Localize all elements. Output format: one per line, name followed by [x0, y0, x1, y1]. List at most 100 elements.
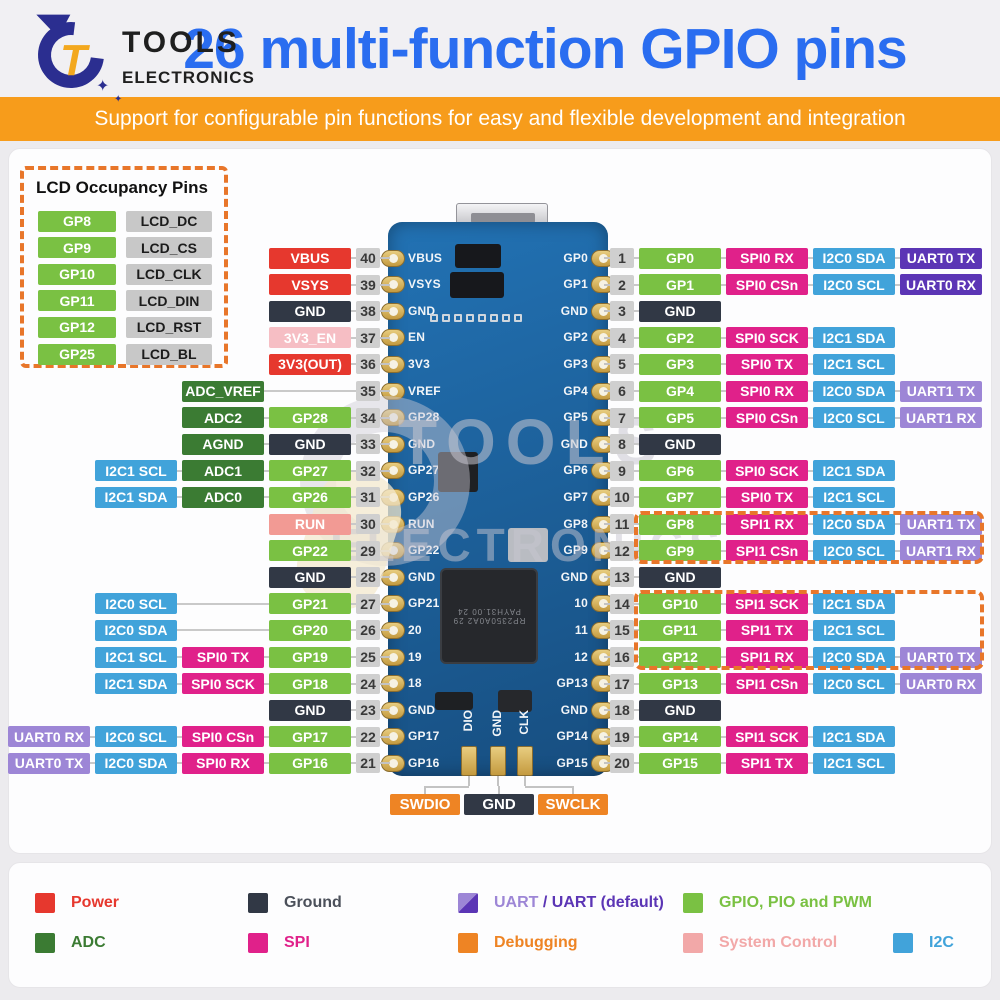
pad-hole	[598, 306, 608, 316]
lcd-gpio-chip-gp11: GP11	[38, 290, 116, 312]
pad-hole	[598, 466, 608, 476]
test-pad	[466, 314, 474, 322]
connector-line	[177, 496, 182, 499]
silkscreen-right-gp13: GP13	[556, 676, 588, 691]
badge-board-line	[378, 390, 390, 392]
connector-line	[177, 735, 182, 738]
pin-row-right-4: 4 GP2 SPI0 SCK I2C1 SDA	[610, 327, 895, 349]
connector-line	[721, 496, 726, 499]
badge-board-line	[604, 735, 612, 738]
pin-number-40: 40	[356, 248, 380, 268]
pin-number-30: 30	[356, 514, 380, 534]
connector-line	[721, 602, 726, 605]
badge-board-line	[604, 310, 612, 313]
pin-chip-uart1-tx: UART1 TX	[900, 380, 982, 402]
connector-line	[808, 629, 813, 632]
debug-pad-dio	[461, 746, 477, 776]
connector-line	[721, 416, 726, 419]
badge-board-line	[378, 283, 390, 286]
pin-number-7: 7	[610, 407, 634, 428]
pin-number-8: 8	[610, 434, 634, 455]
connector-line	[808, 416, 813, 419]
connector-line	[721, 762, 726, 765]
pad-hole	[598, 732, 608, 742]
connector-line	[351, 336, 356, 339]
connector-line	[721, 336, 726, 339]
castellated-pad-right	[591, 355, 615, 373]
connector-line	[721, 549, 726, 552]
pin-number-19: 19	[610, 726, 634, 747]
silkscreen-right-12: 12	[574, 649, 588, 664]
smd-component	[450, 272, 504, 298]
pin-number-34: 34	[356, 407, 380, 428]
pin-chip-gnd: GND	[639, 300, 721, 322]
pad-hole	[598, 705, 608, 715]
debug-trace	[523, 776, 526, 786]
connector-line	[634, 496, 639, 499]
pin-number-25: 25	[356, 647, 380, 667]
connector-line	[634, 363, 639, 366]
pin-chip-uart0-rx: UART0 RX	[900, 274, 982, 296]
castellated-pad-right	[591, 728, 615, 746]
pad-hole	[388, 652, 398, 662]
legend-label: System Control	[719, 934, 838, 951]
pin-chip-gp6: GP6	[639, 460, 721, 482]
test-pad	[514, 314, 522, 322]
pin-row-left-39: VSYS 39	[8, 274, 380, 296]
mcu-marking: RP2350A0A2 29	[452, 616, 526, 625]
pad-hole	[598, 758, 608, 768]
connector-line	[808, 656, 813, 658]
pin-chip-vbus: VBUS	[269, 247, 351, 269]
pin-chip-uart1-rx: UART1 RX	[900, 407, 982, 429]
connector-line	[808, 363, 813, 366]
connector-line	[721, 390, 726, 392]
subtitle-text: Support for configurable pin functions f…	[94, 107, 906, 130]
debug-pad-clk	[516, 746, 533, 776]
badge-board-line	[378, 682, 390, 685]
pin-chip-spi0-csn: SPI0 CSn	[182, 726, 264, 748]
legend-swatch	[248, 893, 268, 913]
pin-chip-gp1: GP1	[639, 274, 721, 296]
pin-chip-gp7: GP7	[639, 486, 721, 508]
silkscreen-left-vsys: VSYS	[408, 277, 441, 292]
pin-chip-uart0-tx: UART0 TX	[900, 247, 982, 269]
pin-chip-gp12: GP12	[639, 646, 721, 668]
badge-board-line	[378, 310, 390, 313]
silkscreen-left-20: 20	[408, 622, 422, 637]
pin-number-24: 24	[356, 673, 380, 694]
connector-line	[721, 257, 726, 259]
smd-component	[508, 528, 548, 562]
legend-label: UART / UART (default)	[494, 894, 664, 912]
pin-chip-3v3-en: 3V3_EN	[269, 327, 351, 349]
pin-chip-3v3-out: 3V3(OUT)	[269, 353, 351, 375]
pin-row-left-27: I2C0 SCL GP21 27	[8, 593, 380, 615]
pcb-board: VBUS GP0 VSYS GP1 GND GND EN GP2 3V3 GP3 VREF GP4 GP…	[381, 222, 615, 776]
pin-row-right-8: 8 GND	[610, 433, 721, 455]
pin-chip-gp2: GP2	[639, 327, 721, 349]
badge-board-line	[604, 363, 612, 366]
badge-board-line	[604, 416, 612, 419]
pin-chip-i2c1-scl: I2C1 SCL	[95, 460, 177, 482]
pin-chip-spi0-tx: SPI0 TX	[726, 486, 808, 508]
connector-line	[808, 496, 813, 499]
connector-line	[634, 762, 639, 765]
connector-line	[264, 656, 269, 658]
silkscreen-left-gp22: GP22	[408, 543, 440, 558]
pin-number-36: 36	[356, 354, 380, 375]
pin-chip-i2c1-scl: I2C1 SCL	[813, 752, 895, 774]
connector-line	[351, 363, 356, 366]
pin-chip-gp3: GP3	[639, 353, 721, 375]
pin-chip-i2c0-sda: I2C0 SDA	[95, 752, 177, 774]
badge-board-line	[378, 735, 390, 738]
pin-row-left-25: I2C1 SCL SPI0 TX GP19 25	[8, 646, 380, 668]
smd-component	[435, 692, 473, 710]
pad-hole	[598, 386, 608, 396]
legend-swatch	[458, 893, 478, 913]
badge-board-line	[378, 336, 390, 339]
legend-item-uart: UART / UART (default)	[458, 893, 664, 913]
badge-board-line	[604, 523, 612, 525]
legend-swatch	[35, 893, 55, 913]
pin-number-12: 12	[610, 540, 634, 561]
pin-row-left-22: UART0 RX I2C0 SCL SPI0 CSn GP17 22	[8, 726, 380, 748]
